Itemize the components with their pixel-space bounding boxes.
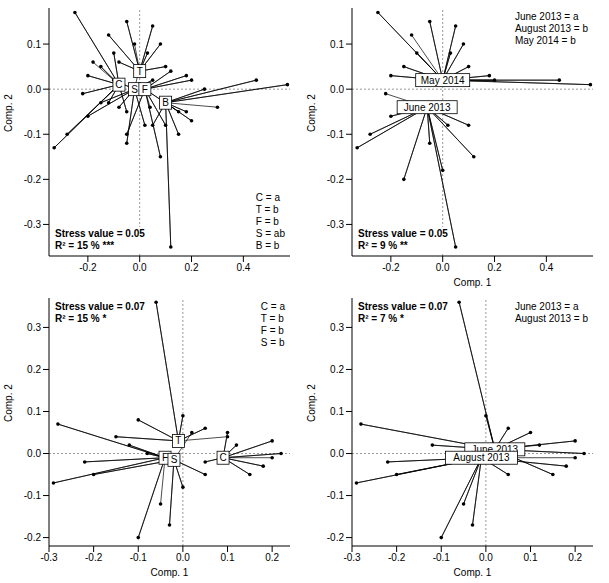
html-text:June 2013 = a: June 2013 = a <box>514 301 579 312</box>
svg-text:Comp. 1: Comp. 1 <box>151 567 189 578</box>
svg-text:0.2: 0.2 <box>265 552 279 563</box>
html-text:S = ab: S = ab <box>255 228 285 239</box>
html-text:August 2013 = b: August 2013 = b <box>514 23 588 34</box>
svg-text:June 2013: June 2013 <box>471 443 519 455</box>
html-text:Stress value = 0.07: Stress value = 0.07 <box>55 301 145 312</box>
svg-text:Comp. 1: Comp. 1 <box>454 277 492 288</box>
svg-text:-0.2: -0.2 <box>327 532 345 543</box>
html-text:August 2013 = b: August 2013 = b <box>514 313 588 324</box>
svg-text:-0.2: -0.2 <box>79 262 97 273</box>
svg-text:S: S <box>171 454 178 465</box>
html-text:R² = 15 % ***: R² = 15 % *** <box>55 240 115 251</box>
svg-text:0.0: 0.0 <box>176 552 190 563</box>
html-text:B = b: B = b <box>255 240 280 251</box>
svg-text:0.3: 0.3 <box>27 322 41 333</box>
svg-text:C: C <box>115 79 122 90</box>
svg-text:-0.2: -0.2 <box>327 174 345 185</box>
svg-text:F: F <box>142 84 148 95</box>
svg-text:-0.1: -0.1 <box>327 129 345 140</box>
svg-text:0.4: 0.4 <box>539 262 553 273</box>
html-text:R² = 7 % *: R² = 7 % * <box>358 313 404 324</box>
svg-text:0.0: 0.0 <box>27 448 41 459</box>
svg-text:Comp. 2: Comp. 2 <box>3 94 14 132</box>
html-text:T = b: T = b <box>255 204 279 215</box>
svg-text:Comp. 2: Comp. 2 <box>306 94 317 132</box>
svg-text:0.2: 0.2 <box>568 552 582 563</box>
svg-text:-0.2: -0.2 <box>24 174 42 185</box>
svg-text:-0.1: -0.1 <box>24 490 42 501</box>
svg-text:Comp. 2: Comp. 2 <box>3 384 14 422</box>
html-text:Stress value = 0.07: Stress value = 0.07 <box>358 301 448 312</box>
svg-text:August 2013: August 2013 <box>453 452 510 463</box>
svg-text:-0.3: -0.3 <box>343 552 361 563</box>
svg-text:0.1: 0.1 <box>221 552 235 563</box>
svg-text:0.1: 0.1 <box>27 39 41 50</box>
svg-text:-0.3: -0.3 <box>40 552 58 563</box>
html-text:F = b: F = b <box>255 216 279 227</box>
svg-text:T: T <box>175 435 181 446</box>
svg-text:-0.1: -0.1 <box>327 490 345 501</box>
svg-text:0.2: 0.2 <box>185 262 199 273</box>
svg-text:-0.2: -0.2 <box>24 532 42 543</box>
svg-text:0.0: 0.0 <box>330 448 344 459</box>
svg-text:C: C <box>219 452 226 463</box>
html-text:May 2014 = b: May 2014 = b <box>514 35 576 46</box>
svg-text:0.1: 0.1 <box>330 39 344 50</box>
svg-text:-0.2: -0.2 <box>388 552 406 563</box>
svg-text:0.2: 0.2 <box>330 364 344 375</box>
html-text:Stress value = 0.05: Stress value = 0.05 <box>55 228 145 239</box>
svg-text:-0.2: -0.2 <box>85 552 103 563</box>
svg-text:-0.2: -0.2 <box>382 262 400 273</box>
svg-text:-0.3: -0.3 <box>24 219 42 230</box>
svg-text:0.0: 0.0 <box>330 84 344 95</box>
html-text:C = a: C = a <box>255 192 280 203</box>
svg-text:0.0: 0.0 <box>133 262 147 273</box>
svg-text:0.1: 0.1 <box>330 406 344 417</box>
svg-text:0.4: 0.4 <box>236 262 250 273</box>
html-text:F = b: F = b <box>260 325 284 336</box>
svg-text:0.2: 0.2 <box>27 364 41 375</box>
svg-text:-0.1: -0.1 <box>433 552 451 563</box>
svg-text:B: B <box>162 97 169 108</box>
html-text:Stress value = 0.05: Stress value = 0.05 <box>358 228 448 239</box>
svg-text:0.3: 0.3 <box>330 322 344 333</box>
svg-text:June 2013: June 2013 <box>404 102 451 113</box>
svg-text:-0.1: -0.1 <box>24 129 42 140</box>
html-text:T = b: T = b <box>260 313 284 324</box>
svg-text:T: T <box>137 66 143 77</box>
svg-text:S: S <box>131 84 138 95</box>
html-text:R² = 15 % *: R² = 15 % * <box>55 313 107 324</box>
svg-text:-0.1: -0.1 <box>130 552 148 563</box>
svg-text:0.1: 0.1 <box>524 552 538 563</box>
html-text:C = a: C = a <box>260 301 285 312</box>
html-text:June 2013 = a: June 2013 = a <box>514 11 579 22</box>
svg-text:0.0: 0.0 <box>479 552 493 563</box>
svg-text:Comp. 2: Comp. 2 <box>306 384 317 422</box>
svg-text:-0.3: -0.3 <box>327 219 345 230</box>
html-text:S = b: S = b <box>260 337 285 348</box>
svg-text:0.2: 0.2 <box>488 262 502 273</box>
html-text:R² = 9 % **: R² = 9 % ** <box>358 240 408 251</box>
svg-text:F: F <box>162 452 168 463</box>
svg-text:Comp. 1: Comp. 1 <box>454 567 492 578</box>
svg-text:0.0: 0.0 <box>27 84 41 95</box>
svg-text:May 2014: May 2014 <box>421 75 465 86</box>
svg-text:0.0: 0.0 <box>436 262 450 273</box>
svg-text:0.1: 0.1 <box>27 406 41 417</box>
